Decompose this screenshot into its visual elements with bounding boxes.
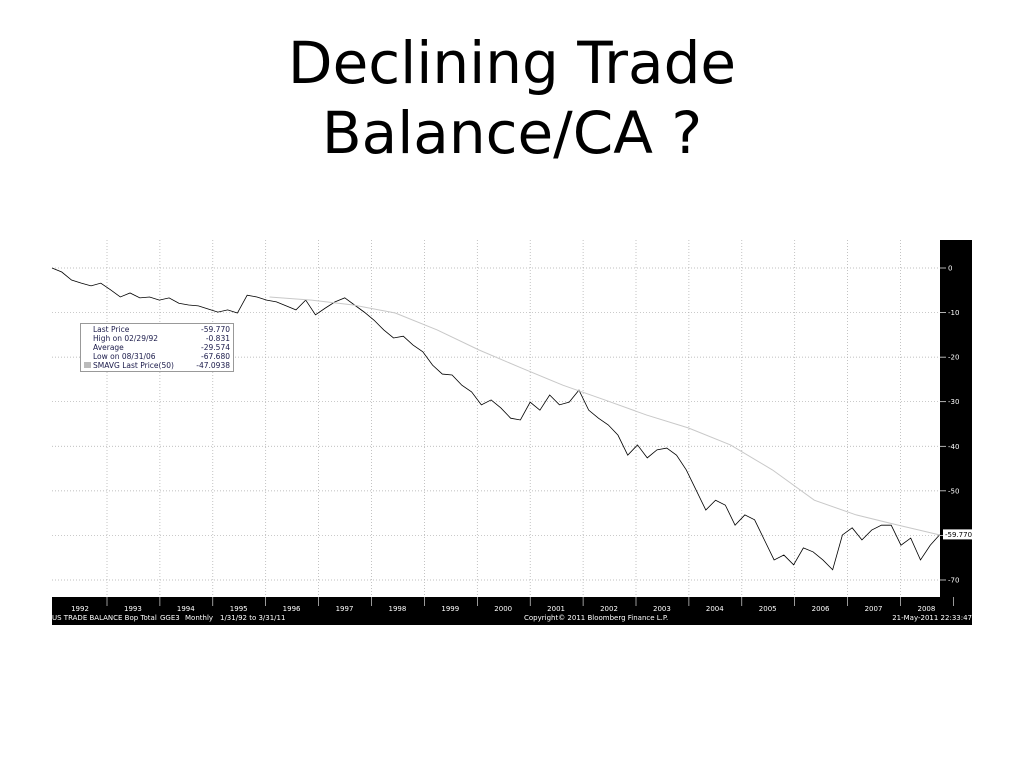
x-tick-label: 1998 (388, 605, 406, 613)
legend-value: -67.680 (201, 352, 230, 361)
series-lines (51, 267, 941, 571)
legend-label: High on 02/29/92 (93, 334, 159, 343)
last-value-label: -59.770 (945, 531, 972, 539)
slide-title: Declining Trade Balance/CA ? (0, 28, 1024, 168)
y-tick-label: -70 (948, 576, 959, 584)
sma-line (269, 296, 941, 536)
legend-row: Average -29.574 (84, 343, 230, 352)
legend: Last Price -59.770 High on 02/29/92 -0.831 A… (80, 323, 234, 372)
chart-footer: US TRADE BALANCE Bop Total GGE3 Monthly … (52, 614, 972, 625)
legend-label: Low on 08/31/06 (93, 352, 156, 361)
legend-row: Last Price -59.770 (84, 325, 230, 334)
footer-copyright: Copyright© 2011 Bloomberg Finance L.P. (524, 614, 669, 622)
title-line-2: Balance/CA ? (321, 99, 703, 167)
y-tick-label: -40 (948, 443, 959, 451)
x-tick-label: 1999 (441, 605, 459, 613)
x-tick-label: 2006 (812, 605, 830, 613)
y-tick-label: -10 (948, 309, 959, 317)
x-tick-label: 1995 (230, 605, 248, 613)
footer-range: 1/31/92 to 3/31/11 (220, 614, 286, 622)
legend-value: -0.831 (205, 334, 230, 343)
legend-value: -29.574 (201, 343, 230, 352)
x-tick-label: 1994 (177, 605, 195, 613)
x-tick-label: 2002 (600, 605, 618, 613)
last-value-badge (943, 529, 972, 540)
right-axis-bar (940, 240, 972, 597)
legend-value: -47.0938 (196, 361, 230, 370)
footer-period: Monthly (185, 614, 214, 622)
x-tick-label: 2007 (865, 605, 883, 613)
title-line-1: Declining Trade (287, 29, 737, 97)
x-tick-label: 2005 (759, 605, 777, 613)
y-tick-label: -50 (948, 487, 959, 495)
y-tick-label: 0 (948, 265, 952, 273)
bottom-axis-bar (52, 597, 972, 625)
y-tick-label: -30 (948, 398, 959, 406)
legend-row: High on 02/29/92 -0.831 (84, 334, 230, 343)
x-axis: 1992 1993 1994 1995 1996 1997 1998 1999 2000 2001… (71, 597, 954, 613)
x-tick-label: 2003 (653, 605, 671, 613)
legend-swatch (84, 362, 91, 368)
x-tick-label: 2004 (706, 605, 724, 613)
x-tick-label: 1996 (283, 605, 301, 613)
footer-timestamp: 21-May-2011 22:33:47 (892, 614, 972, 622)
x-tick-label: 1997 (336, 605, 354, 613)
legend-value: -59.770 (201, 325, 230, 334)
legend-label: Average (93, 343, 124, 352)
x-tick-label: 2001 (547, 605, 565, 613)
y-tick-label: -20 (948, 354, 959, 362)
footer-code: GGE3 (160, 614, 180, 622)
legend-label: Last Price (93, 325, 130, 334)
grid (52, 240, 954, 597)
x-tick-label: 1993 (124, 605, 142, 613)
legend-label: SMAVG Last Price(50) (84, 361, 174, 370)
y-axis: 0 -10 -20 -30 -40 -50 -70 -59.770 (940, 265, 972, 584)
x-tick-label: 2008 (917, 605, 935, 613)
legend-row: SMAVG Last Price(50) -47.0938 (84, 361, 230, 370)
price-line (51, 267, 941, 571)
x-tick-label: 1992 (71, 605, 89, 613)
footer-security: US TRADE BALANCE Bop Total (52, 614, 157, 622)
x-tick-label: 2000 (494, 605, 512, 613)
legend-row: Low on 08/31/06 -67.680 (84, 352, 230, 361)
